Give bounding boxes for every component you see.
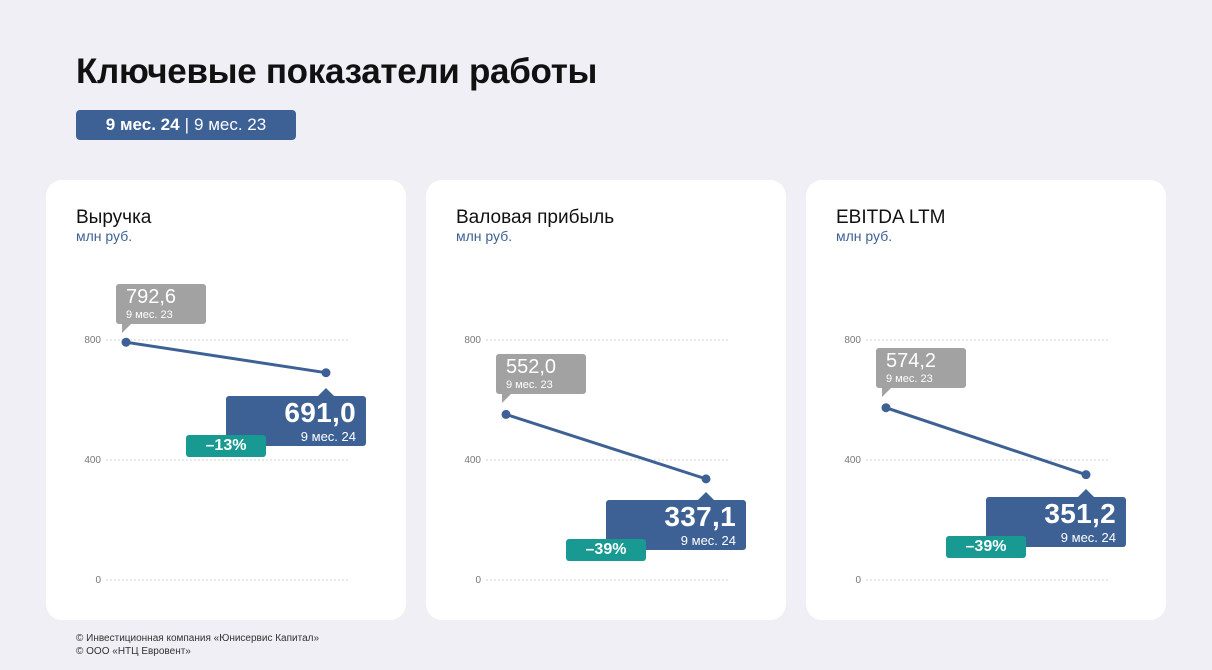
callout-previous: 574,2 9 мес. 23 xyxy=(876,348,966,397)
data-point xyxy=(501,409,511,419)
footer-copyright-2: © ООО «НТЦ Евровент» xyxy=(76,646,191,657)
card-title: Валовая прибыль xyxy=(456,207,615,228)
previous-value-label: 552,0 xyxy=(506,356,557,378)
previous-period-label: 9 мес. 23 xyxy=(126,309,173,321)
callout-previous: 792,6 9 мес. 23 xyxy=(116,284,206,333)
y-tick-label: 800 xyxy=(844,335,861,346)
line-chart: 0 400 800 xyxy=(464,335,728,586)
footer: © Инвестиционная компания «Юнисервис Кап… xyxy=(76,632,319,658)
y-tick-label: 0 xyxy=(855,575,861,586)
card-gross-profit: Валовая прибыль млн руб. 0 400 800 552,0 9… xyxy=(426,180,786,620)
current-period-label: 9 мес. 24 xyxy=(1060,530,1116,545)
current-value-label: 691,0 xyxy=(284,397,356,428)
data-point xyxy=(881,403,891,413)
change-badge: –39% xyxy=(566,539,646,561)
line-chart: 0 400 800 xyxy=(84,335,348,586)
y-tick-label: 0 xyxy=(95,575,101,586)
previous-period-label: 9 мес. 23 xyxy=(506,379,553,391)
data-point xyxy=(321,368,331,378)
card-revenue: Выручка млн руб. 0 400 800 792,6 9 мес. 23… xyxy=(46,180,406,620)
current-value-label: 337,1 xyxy=(664,501,736,532)
line-chart: 0 400 800 xyxy=(844,335,1108,586)
data-point xyxy=(121,337,131,347)
period-current: 9 мес. 24 xyxy=(105,115,180,134)
page-title: Ключевые показатели работы xyxy=(76,52,598,91)
previous-value-label: 792,6 xyxy=(126,286,177,308)
card-title: Выручка xyxy=(76,207,152,228)
card-title: EBITDA LTM xyxy=(836,207,946,228)
y-tick-label: 800 xyxy=(84,335,101,346)
series-line xyxy=(504,412,708,481)
callout-previous: 552,0 9 мес. 23 xyxy=(496,354,586,403)
period-separator: | xyxy=(184,115,190,134)
y-tick-label: 400 xyxy=(84,455,101,466)
y-tick-label: 400 xyxy=(844,455,861,466)
period-badge: 9 мес. 24 | 9 мес. 23 xyxy=(76,110,296,140)
y-tick-label: 400 xyxy=(464,455,481,466)
change-badge: –13% xyxy=(186,435,266,457)
data-point xyxy=(701,474,711,484)
current-period-label: 9 мес. 24 xyxy=(300,429,356,444)
series-line xyxy=(884,406,1088,477)
card-unit: млн руб. xyxy=(836,228,893,244)
footer-copyright-1: © Инвестиционная компания «Юнисервис Кап… xyxy=(76,633,320,644)
y-tick-label: 800 xyxy=(464,335,481,346)
card-unit: млн руб. xyxy=(76,228,133,244)
card-ebitda: EBITDA LTM млн руб. 0 400 800 574,2 9 мес.… xyxy=(806,180,1166,620)
current-period-label: 9 мес. 24 xyxy=(680,533,736,548)
card-unit: млн руб. xyxy=(456,228,513,244)
period-previous: 9 мес. 23 xyxy=(194,115,267,134)
series-line xyxy=(124,340,328,375)
y-tick-label: 0 xyxy=(475,575,481,586)
current-value-label: 351,2 xyxy=(1044,498,1116,529)
previous-value-label: 574,2 xyxy=(886,350,937,372)
previous-period-label: 9 мес. 23 xyxy=(886,373,933,385)
change-badge: –39% xyxy=(946,536,1026,558)
data-point xyxy=(1081,470,1091,480)
